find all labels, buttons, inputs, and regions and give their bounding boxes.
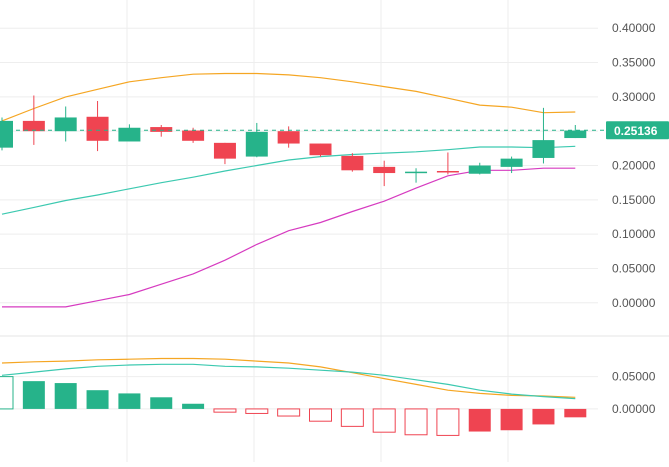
price-axis-tick-label: 0.40000 xyxy=(612,21,656,35)
bollinger-lower-line xyxy=(2,167,576,308)
candle-up[interactable] xyxy=(245,122,268,158)
candle-body xyxy=(500,158,523,167)
price-axis-tick-label: 0.15000 xyxy=(612,193,656,207)
price-axis-tick-label: 0.10000 xyxy=(612,227,656,241)
candle-body xyxy=(436,170,459,173)
candle-body xyxy=(468,165,491,174)
candle-body xyxy=(118,127,141,142)
candle-up[interactable] xyxy=(468,162,491,175)
candle-down[interactable] xyxy=(436,152,459,175)
macd-bar-positive xyxy=(22,381,45,409)
candle-up[interactable] xyxy=(500,156,523,174)
current-price-label: 0.25136 xyxy=(614,124,658,138)
macd-bar-negative xyxy=(436,408,460,436)
candle-down[interactable] xyxy=(277,126,300,148)
candle-body xyxy=(309,143,332,156)
bollinger-upper-line xyxy=(1,72,576,122)
price-axis-tick-label: 0.00000 xyxy=(612,296,656,310)
macd-bar-positive xyxy=(182,403,205,409)
candle-body xyxy=(373,166,396,174)
price-axis-tick-label: 0.20000 xyxy=(612,159,656,173)
candle-up[interactable] xyxy=(118,124,141,142)
macd-bar-negative xyxy=(532,408,555,425)
macd-bar-positive xyxy=(150,397,173,409)
macd-bar-negative xyxy=(404,408,428,436)
macd-bar-negative xyxy=(213,408,237,413)
candle-down[interactable] xyxy=(22,95,45,145)
candle-body xyxy=(0,120,13,148)
candle-down[interactable] xyxy=(150,125,173,137)
macd-signal-line xyxy=(1,357,576,398)
macd-bar-positive xyxy=(86,390,109,409)
macd-line xyxy=(1,363,576,400)
price-axis-tick-label: 0.35000 xyxy=(612,56,656,70)
candle-down[interactable] xyxy=(309,143,332,157)
current-price-tag: 0.25136 xyxy=(0,121,669,140)
candle-body xyxy=(213,142,236,159)
macd-bar-positive xyxy=(0,376,14,410)
macd-bar-negative xyxy=(500,408,523,431)
candle-body xyxy=(277,131,300,144)
candle-down[interactable] xyxy=(213,142,236,165)
candle-up[interactable] xyxy=(532,107,555,164)
price-axis[interactable]: 0.400000.350000.300000.250000.200000.150… xyxy=(612,21,656,416)
macd-bar-negative xyxy=(309,408,332,422)
candle-up[interactable] xyxy=(405,168,428,183)
bollinger-middle-line xyxy=(1,145,576,215)
candle-body xyxy=(182,130,205,141)
macd-bar-negative xyxy=(372,408,396,433)
candle-up[interactable] xyxy=(564,125,587,139)
candle-body xyxy=(54,117,77,132)
bollinger-bands xyxy=(1,72,576,308)
candle-body xyxy=(532,140,555,158)
candle-body xyxy=(22,120,45,132)
candle-down[interactable] xyxy=(86,100,109,152)
macd-bar-positive xyxy=(54,383,77,409)
candle-up[interactable] xyxy=(54,106,77,142)
candle-down[interactable] xyxy=(373,160,396,187)
price-axis-tick-label: 0.05000 xyxy=(612,261,656,275)
current-price-badge xyxy=(606,121,669,140)
candle-body xyxy=(150,127,173,132)
macd-panel xyxy=(0,357,587,436)
macd-bar-negative xyxy=(564,408,587,418)
candle-body xyxy=(245,131,268,157)
candle-body xyxy=(86,116,109,141)
macd-bar-negative xyxy=(468,408,491,432)
candle-down[interactable] xyxy=(341,153,364,172)
candle-body xyxy=(341,155,364,171)
price-candles[interactable] xyxy=(0,95,587,187)
macd-bar-negative xyxy=(245,408,269,414)
macd-bar-positive xyxy=(118,393,141,409)
price-axis-tick-label: 0.30000 xyxy=(612,90,656,104)
macd-axis-tick-label: 0.05000 xyxy=(612,370,656,384)
candle-up[interactable] xyxy=(0,117,13,151)
candle-body xyxy=(405,171,428,174)
macd-bar-negative xyxy=(277,408,301,417)
candle-body xyxy=(564,130,587,139)
macd-axis-tick-label: 0.00000 xyxy=(612,402,656,416)
macd-bar-negative xyxy=(340,408,364,427)
